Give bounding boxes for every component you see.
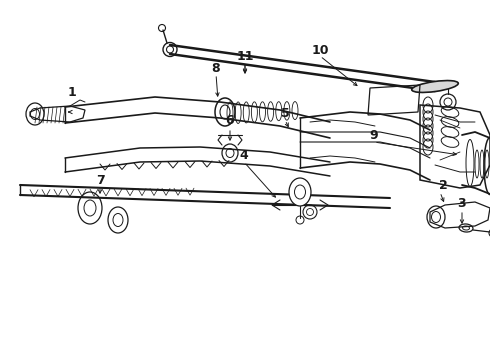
Text: 7: 7 xyxy=(96,174,104,186)
Ellipse shape xyxy=(412,81,458,93)
Text: 10: 10 xyxy=(311,44,329,57)
Text: 4: 4 xyxy=(240,149,248,162)
Text: 11: 11 xyxy=(236,50,254,63)
Text: 5: 5 xyxy=(281,107,290,120)
Text: 9: 9 xyxy=(369,129,378,141)
Text: 1: 1 xyxy=(68,86,76,99)
Text: 2: 2 xyxy=(439,179,447,192)
Text: 8: 8 xyxy=(212,62,220,75)
Text: 6: 6 xyxy=(226,113,234,126)
Text: 3: 3 xyxy=(458,197,466,210)
Ellipse shape xyxy=(289,178,311,206)
